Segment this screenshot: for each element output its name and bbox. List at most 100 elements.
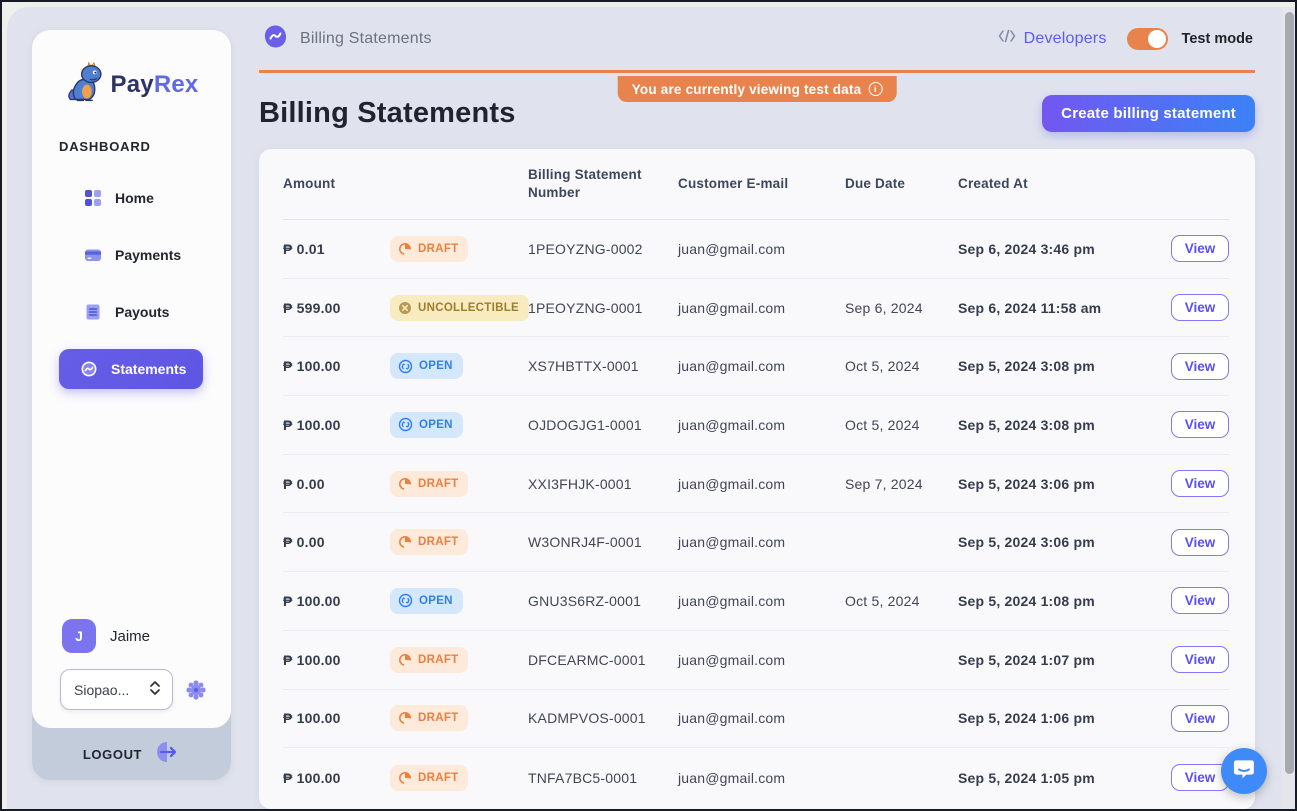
sidebar-panel: PayRex DASHBOARD Home	[32, 30, 231, 728]
header-email: Customer E-mail	[678, 175, 789, 191]
customer-email-cell: juan@gmail.com	[678, 710, 786, 727]
status-badge: DRAFT	[390, 529, 469, 556]
amount-cell: ₱ 100.00	[283, 710, 341, 727]
developers-label: Developers	[1023, 29, 1107, 47]
billing-statement-number-cell: KADMPVOS-0001	[528, 710, 646, 727]
created-at-cell: Sep 5, 2024 3:06 pm	[958, 475, 1095, 492]
draft-pie-icon	[398, 242, 412, 256]
table-body: ₱ 0.01	[283, 220, 1229, 807]
create-billing-statement-button[interactable]: Create billing statement	[1042, 95, 1255, 132]
customer-email-cell: juan@gmail.com	[678, 534, 786, 551]
due-date-cell: Sep 7, 2024	[845, 475, 923, 492]
view-button[interactable]: View	[1171, 411, 1229, 439]
logout-arrow-icon	[154, 741, 180, 768]
amount-cell: ₱ 100.00	[283, 416, 341, 433]
status-badge: DRAFT	[390, 235, 469, 262]
table-row: ₱ 0.00	[283, 513, 1229, 573]
view-button[interactable]: View	[1171, 704, 1229, 732]
test-mode-label: Test mode	[1181, 30, 1253, 47]
amount-cell: ₱ 100.00	[283, 592, 341, 609]
status-label: OPEN	[419, 594, 453, 607]
status-label: DRAFT	[418, 653, 459, 666]
status-badge: DRAFT	[390, 764, 469, 791]
created-at-cell: Sep 6, 2024 11:58 am	[958, 299, 1102, 316]
test-data-banner: You are currently viewing test data i	[617, 76, 897, 102]
sidebar-item-label: Statements	[111, 361, 187, 377]
due-date-cell: Oct 5, 2024	[845, 416, 920, 433]
test-mode-toggle[interactable]	[1126, 27, 1168, 50]
billing-statements-icon	[263, 24, 288, 54]
main-area: Billing Statements Developers Test mode …	[259, 7, 1255, 809]
toggle-knob	[1147, 29, 1166, 48]
code-icon	[998, 29, 1016, 48]
draft-pie-icon	[398, 771, 412, 785]
view-button[interactable]: View	[1171, 235, 1229, 263]
status-badge: DRAFT	[390, 646, 469, 673]
credit-card-icon	[84, 246, 102, 264]
amount-cell: ₱ 0.01	[283, 240, 325, 257]
amount-cell: ₱ 0.00	[283, 534, 325, 551]
status-label: DRAFT	[418, 712, 459, 725]
table-row: ₱ 100.00	[283, 631, 1229, 690]
info-icon[interactable]: i	[868, 82, 883, 96]
view-button[interactable]: View	[1171, 587, 1229, 615]
status-badge: OPEN	[390, 353, 463, 380]
test-data-banner-text: You are currently viewing test data	[631, 81, 862, 97]
user-name: Jaime	[110, 627, 151, 645]
view-button[interactable]: View	[1171, 646, 1229, 674]
status-badge: DRAFT	[390, 470, 469, 497]
table-row: ₱ 100.00	[283, 690, 1229, 749]
open-cycle-icon	[398, 417, 413, 432]
amount-cell: ₱ 100.00	[283, 769, 341, 786]
view-button[interactable]: View	[1171, 528, 1229, 556]
status-badge: UNCOLLECTIBLE	[390, 294, 530, 321]
due-date-cell: Sep 6, 2024	[845, 299, 923, 316]
chat-widget-button[interactable]	[1221, 748, 1267, 794]
due-date-cell: Oct 5, 2024	[845, 592, 920, 609]
sidebar-item-payouts[interactable]: Payouts	[32, 288, 231, 336]
created-at-cell: Sep 5, 2024 1:05 pm	[958, 769, 1095, 786]
view-button[interactable]: View	[1171, 294, 1229, 322]
customer-email-cell: juan@gmail.com	[678, 475, 786, 492]
vertical-scrollbar[interactable]	[1282, 7, 1297, 811]
view-button[interactable]: View	[1171, 352, 1229, 380]
table-row: ₱ 100.00	[283, 337, 1229, 397]
status-badge: OPEN	[390, 587, 463, 614]
billing-statement-number-cell: OJDOGJG1-0001	[528, 416, 642, 433]
status-label: UNCOLLECTIBLE	[418, 301, 520, 314]
scrollbar-thumb[interactable]	[1285, 12, 1294, 774]
status-badge: OPEN	[390, 411, 463, 438]
sidebar: PayRex DASHBOARD Home	[32, 30, 231, 780]
header-number: Billing Statement Number	[528, 166, 642, 200]
table-row: ₱ 0.01	[283, 220, 1229, 279]
topbar-title: Billing Statements	[300, 29, 432, 47]
logout-label: LOGOUT	[82, 746, 143, 762]
billing-statements-table: Amount Billing Statement Number Customer…	[259, 149, 1255, 809]
sidebar-item-label: Payments	[115, 247, 182, 263]
sidebar-item-label: Home	[115, 190, 154, 206]
customer-email-cell: juan@gmail.com	[678, 240, 786, 257]
developers-link[interactable]: Developers	[998, 29, 1107, 48]
logout-button[interactable]: LOGOUT	[32, 728, 231, 780]
sidebar-item-payments[interactable]: Payments	[32, 231, 231, 279]
customer-email-cell: juan@gmail.com	[678, 416, 786, 433]
customer-email-cell: juan@gmail.com	[678, 299, 786, 316]
dashboard-section-label: DASHBOARD	[59, 139, 151, 154]
home-grid-icon	[84, 189, 102, 207]
account-select[interactable]: Siopao...	[60, 669, 173, 710]
view-button[interactable]: View	[1171, 470, 1229, 498]
statements-icon	[80, 360, 98, 378]
sidebar-item-home[interactable]: Home	[32, 174, 231, 222]
status-label: DRAFT	[418, 771, 459, 784]
created-at-cell: Sep 5, 2024 1:07 pm	[958, 651, 1095, 668]
sidebar-item-statements[interactable]: Statements	[59, 349, 203, 389]
sidebar-nav: Home Payments	[32, 174, 231, 389]
billing-statement-number-cell: W3ONRJ4F-0001	[528, 534, 642, 551]
gear-icon[interactable]	[185, 679, 207, 701]
table-row: ₱ 100.00	[283, 396, 1229, 455]
customer-email-cell: juan@gmail.com	[678, 769, 786, 786]
created-at-cell: Sep 5, 2024 3:06 pm	[958, 534, 1095, 551]
chat-bubble-icon	[1232, 757, 1256, 786]
status-badge: DRAFT	[390, 705, 469, 732]
sidebar-item-label: Payouts	[115, 304, 170, 320]
